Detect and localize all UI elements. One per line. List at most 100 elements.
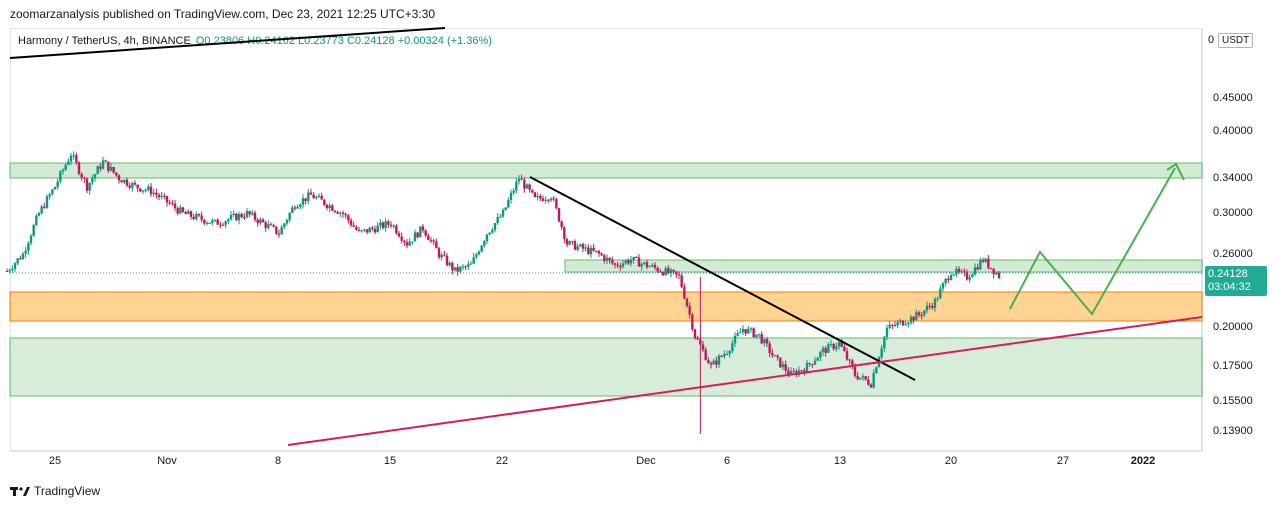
candle-body	[403, 240, 406, 243]
price-axis[interactable]: 0.45000 0.40000 0.34000 0.30000 0.26000 …	[1202, 28, 1280, 451]
y-tick-label: 0.20000	[1213, 321, 1253, 333]
candle-body	[981, 260, 985, 262]
support-zone	[9, 337, 1203, 397]
candle-body	[165, 195, 169, 203]
candle-body	[493, 223, 497, 230]
candle-body	[912, 316, 915, 321]
candle-body	[360, 230, 363, 232]
candle-body	[357, 229, 361, 231]
candle-body	[989, 267, 993, 269]
footer-brand: TradingView	[10, 484, 100, 498]
candle-body	[363, 229, 366, 231]
candle-body	[579, 244, 582, 247]
candle-body	[16, 258, 19, 264]
time-axis[interactable]: 25 Nov 8 15 22 Dec 6 13 20 27 2022	[10, 451, 1202, 471]
x-tick-label: 15	[383, 455, 397, 467]
candle-body	[389, 224, 393, 226]
x-tick-label: 2022	[1130, 455, 1156, 467]
candle-body	[792, 371, 795, 373]
candle-body	[693, 329, 697, 338]
candle-body	[635, 256, 638, 258]
candle-body	[467, 264, 470, 267]
candle-body	[19, 258, 22, 260]
candle-body	[347, 215, 350, 221]
candle-body	[645, 262, 649, 268]
candle-body	[227, 219, 230, 222]
rising-support-line[interactable]	[287, 316, 1203, 446]
candle-body	[197, 214, 201, 216]
candle-body	[565, 239, 569, 245]
candle-body	[816, 357, 819, 361]
candle-body	[123, 179, 126, 183]
projection-arrowhead	[1166, 162, 1185, 181]
candle-body	[176, 208, 179, 214]
x-tick-label: 25	[48, 455, 62, 467]
bar-countdown: 03:04:32	[1208, 281, 1251, 293]
candle-body	[256, 219, 259, 224]
candle-body	[112, 166, 115, 173]
y-tick-label: 0.26000	[1213, 248, 1253, 260]
symbol-legend: Harmony / TetherUS, 4h, BINANCE O0.23806…	[18, 35, 492, 47]
candle-body	[523, 179, 526, 189]
y-tick-label: 0.34000	[1213, 172, 1253, 184]
candle-body	[840, 342, 843, 347]
chart-pane[interactable]	[10, 28, 1202, 451]
candle-body	[139, 188, 142, 192]
candle-body	[245, 211, 249, 218]
candle-body	[203, 219, 206, 224]
candle-body	[805, 363, 809, 373]
descending-trendline[interactable]	[529, 176, 916, 381]
candle-body	[384, 221, 387, 228]
candle-body	[187, 211, 190, 215]
x-tick-label: 22	[495, 455, 509, 467]
candle-body	[144, 189, 147, 191]
candle-body	[573, 241, 577, 250]
candle-body	[581, 244, 585, 249]
candle-body	[448, 262, 451, 266]
top-left-trendline[interactable]	[9, 27, 446, 59]
publisher-header: zoomarzanalysis published on TradingView…	[10, 7, 436, 21]
candle-body	[928, 305, 931, 307]
candle-body	[904, 324, 907, 326]
candle-body	[333, 210, 337, 212]
candle-body	[616, 264, 619, 267]
candle-body	[211, 220, 214, 223]
candle-body	[995, 272, 998, 275]
candle-body	[544, 199, 547, 201]
candle-body	[728, 351, 731, 354]
candle-body	[619, 266, 622, 268]
candle-body	[248, 211, 251, 215]
candle-body	[21, 253, 25, 260]
candle-body	[299, 204, 302, 207]
candle-body	[592, 247, 595, 251]
candle-body	[440, 254, 443, 258]
candle-body	[747, 328, 750, 334]
currency-selector[interactable]: USDT	[1218, 33, 1254, 48]
projection-path[interactable]	[1009, 167, 1176, 316]
ohlc-values: O0.23806 H0.24162 L0.23773 C0.24128 +0.0…	[195, 35, 492, 47]
candle-body	[96, 166, 99, 175]
candle-body	[965, 272, 969, 280]
candle-body	[845, 351, 849, 360]
candle-body	[264, 222, 267, 228]
candle-body	[67, 161, 70, 165]
y-tick-label: 0.15500	[1213, 395, 1253, 407]
candle-body	[864, 376, 867, 380]
candle-body	[208, 222, 211, 224]
candle-body	[325, 204, 329, 209]
candle-body	[851, 360, 854, 368]
candle-body	[408, 241, 411, 246]
candle-body	[555, 199, 558, 209]
candle-body	[69, 155, 73, 162]
candle-body	[445, 255, 449, 266]
x-tick-label: Dec	[636, 455, 656, 467]
candle-body	[13, 263, 17, 269]
candle-body	[885, 327, 889, 337]
candle-body	[483, 241, 486, 246]
candle-body	[224, 221, 227, 225]
last-price-value: 0.24128	[1208, 268, 1248, 280]
candle-body	[280, 227, 283, 235]
candle-body	[115, 172, 118, 176]
x-tick-label: 8	[274, 455, 282, 467]
